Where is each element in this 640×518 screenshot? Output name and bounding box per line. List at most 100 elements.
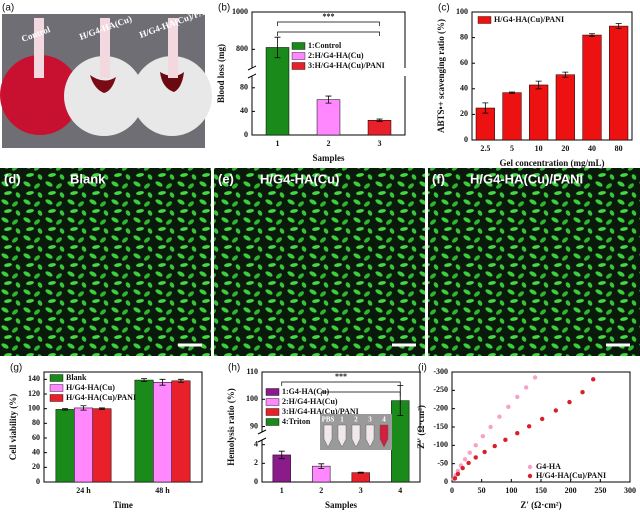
y-tick-label: 40 <box>32 447 40 456</box>
break-mark <box>247 65 257 71</box>
x-axis-label: Gel concentration (mg/mL) <box>500 158 605 168</box>
image-label: H/G4-HA(Cu)/PANI <box>470 171 583 186</box>
error-bar <box>98 407 105 410</box>
y-tick-label: 80 <box>32 418 40 427</box>
y-tick-label: -200 <box>433 403 448 412</box>
data-point <box>466 460 471 466</box>
break-mark <box>257 437 267 443</box>
panel-label: (c) <box>438 3 450 14</box>
y-tick-label: 0 <box>244 130 248 139</box>
data-point <box>506 404 511 410</box>
data-point <box>539 416 545 422</box>
y-axis-label: ABTS•+ scavenging ratio (%) <box>436 19 446 133</box>
data-point <box>515 394 520 400</box>
y-tick-label: 40 <box>240 106 248 115</box>
bar <box>92 408 112 483</box>
data-point <box>591 377 596 382</box>
error-bar <box>357 471 364 474</box>
y-tick-label: 40 <box>460 84 468 93</box>
data-point <box>492 443 497 449</box>
y-tick-label: -50 <box>437 458 448 467</box>
tube <box>337 424 347 448</box>
x-axis-label: Samples <box>312 153 345 163</box>
x-tick-label: 150 <box>535 486 547 495</box>
y-tick-label: 20 <box>32 462 40 471</box>
significance-bracket <box>281 381 401 396</box>
y-axis-label: Z'' (Ω·cm²) <box>416 405 426 449</box>
error-bar <box>141 378 148 382</box>
legend-label: 2:H/G4-HA(Cu) <box>282 397 338 406</box>
x-axis-label: Samples <box>325 500 358 510</box>
legend-swatch <box>49 394 64 402</box>
bar <box>609 25 629 141</box>
bar <box>367 120 392 136</box>
significance-bracket <box>277 21 380 36</box>
legend-label: Blank <box>66 373 87 382</box>
data-point <box>532 375 538 380</box>
y-tick-label: 90 <box>250 421 258 430</box>
y-tick-label: 800 <box>236 44 248 53</box>
error-bar <box>376 118 383 122</box>
legend-label: 3:H/G4-HA(Cu)/PANI <box>308 61 385 70</box>
bar <box>265 47 290 136</box>
legend-marker <box>527 473 533 479</box>
y-tick-label: 1000 <box>232 7 248 16</box>
x-tick-label: 1 <box>280 486 284 495</box>
y-tick-label: 140 <box>28 374 40 383</box>
error-bar <box>62 408 69 411</box>
data-point <box>455 471 461 477</box>
photo-a <box>0 14 212 148</box>
bar <box>153 382 172 483</box>
error-bar <box>509 91 515 94</box>
x-tick-label: 40 <box>588 144 596 153</box>
bar <box>582 34 602 141</box>
x-tick-label: 48 h <box>155 486 170 495</box>
significance-label: *** <box>323 12 335 21</box>
bar <box>529 84 549 141</box>
axis-break <box>259 432 265 440</box>
break-mark <box>257 429 267 435</box>
break-mark <box>247 73 257 79</box>
y-tick-label: 2 <box>254 458 258 467</box>
error-bar <box>325 95 332 104</box>
y-tick-label: 4 <box>254 439 258 448</box>
legend-label: 1:G4-HA(Cu) <box>282 387 329 396</box>
error-bar <box>278 450 285 460</box>
bar <box>171 380 191 483</box>
y-tick-label: 0 <box>254 477 258 486</box>
bar <box>502 92 522 141</box>
legend-label: H/G4-HA(Cu)/PANI <box>66 393 136 402</box>
x-tick-label: 0 <box>450 486 454 495</box>
x-tick-label: 5 <box>510 144 514 153</box>
x-tick-label: 2 <box>319 486 323 495</box>
error-bar <box>274 36 281 59</box>
tube <box>351 424 361 448</box>
y-tick-label: 100 <box>456 7 468 16</box>
error-bar <box>562 71 569 78</box>
y-tick-label: -300 <box>433 367 448 376</box>
legend-label: 3:H/G4-HA(Cu)/PANI <box>282 407 359 416</box>
x-tick-label: 100 <box>505 486 517 495</box>
data-point <box>452 476 458 481</box>
tube <box>365 424 375 448</box>
inset-label: 2 <box>354 416 358 424</box>
tube <box>323 424 333 448</box>
bar <box>55 409 75 483</box>
y-axis-label: Blood loss (mg) <box>216 44 226 103</box>
x-axis-label: Time <box>113 500 133 510</box>
legend-swatch <box>265 388 280 396</box>
panel-label: (b) <box>218 3 230 14</box>
image-label: Blank <box>70 171 106 186</box>
plot-frame <box>43 371 203 483</box>
legend-swatch <box>49 374 64 382</box>
error-bar <box>535 80 542 90</box>
legend-swatch <box>291 52 306 60</box>
panel-label: (g) <box>10 363 22 374</box>
y-tick-label: 20 <box>460 109 468 118</box>
micrograph-f <box>428 168 640 356</box>
error-bar <box>318 463 325 469</box>
bar <box>134 379 154 483</box>
data-point <box>515 431 520 436</box>
legend-label: H/G4-HA(Cu)/PANI <box>536 471 606 480</box>
